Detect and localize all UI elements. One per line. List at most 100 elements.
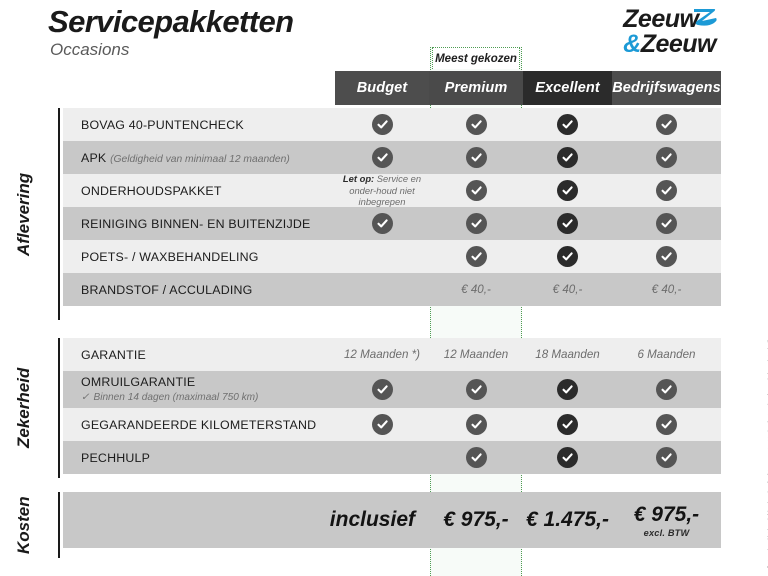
cell-apk-excellent xyxy=(523,141,612,174)
check-icon xyxy=(656,180,677,201)
rowgroup-zekerheid: GARANTIE 12 Maanden *) 12 Maanden 18 Maa… xyxy=(63,338,721,474)
table-row: GEGARANDEERDE KILOMETERSTAND xyxy=(63,408,721,441)
checkmark-icon: ✓ xyxy=(81,391,90,403)
check-icon xyxy=(465,213,487,234)
title-block: Servicepakketten Occasions xyxy=(48,4,294,60)
row-label-pechhulp: PECHHULP xyxy=(81,450,151,465)
cell-pechhulp-bedrijfswagens xyxy=(612,441,721,474)
cell-reiniging-excellent xyxy=(523,207,612,240)
price-budget: inclusief xyxy=(329,508,415,531)
row-subnote-omruilgarantie: ✓ Binnen 14 dagen (maximaal 750 km) xyxy=(81,392,258,405)
check-icon xyxy=(465,180,487,201)
cell-garantie-premium: 12 Maanden xyxy=(443,348,509,361)
cell-apk-premium xyxy=(429,141,523,174)
cell-brandstof-premium: € 40,- xyxy=(461,283,491,296)
cell-onderhoud-bedrijfswagens xyxy=(612,174,721,207)
cell-kilometerstand-premium xyxy=(429,408,523,441)
check-icon xyxy=(557,147,578,168)
row-note-apk: (Geldigheid van minimaal 12 maanden) xyxy=(110,153,290,165)
cell-kilometerstand-bedrijfswagens xyxy=(612,408,721,441)
budget-note-onderhoud-text: Service en onder-houd niet inbegrepen xyxy=(349,173,422,208)
row-label-garantie: GARANTIE xyxy=(81,347,146,362)
price-premium: € 975,- xyxy=(429,492,523,548)
cell-kilometerstand-excellent xyxy=(523,408,612,441)
cell-onderhoud-excellent xyxy=(523,174,612,207)
table-row: PECHHULP xyxy=(63,441,721,474)
cell-bovag-bedrijfswagens xyxy=(612,108,721,141)
cell-garantie-budget: 12 Maanden *) xyxy=(343,348,421,361)
check-icon xyxy=(557,213,578,234)
zeeuw-en-zeeuw-logo: Zeeuw &Zeeuw xyxy=(623,5,717,57)
logo-swoosh-icon xyxy=(694,9,717,26)
cell-onderhoud-premium xyxy=(429,174,523,207)
cell-bovag-excellent xyxy=(523,108,612,141)
table-row: REINIGING BINNEN- EN BUITENZIJDE xyxy=(63,207,721,240)
logo-text-zeeuw-1: Zeeuw xyxy=(623,5,699,33)
row-label-bovag: BOVAG 40-PUNTENCHECK xyxy=(81,117,244,132)
price-bedrijfswagens-value: € 975,- xyxy=(633,502,700,526)
rowgroup-aflevering: BOVAG 40-PUNTENCHECK APK (Geldigh xyxy=(63,108,721,306)
cell-pechhulp-excellent xyxy=(523,441,612,474)
cell-poets-budget xyxy=(335,240,429,273)
section-label-kosten: Kosten xyxy=(14,496,33,554)
comparison-table: Meest gekozen Budget Premium Excellent B… xyxy=(63,0,721,576)
cell-poets-bedrijfswagens xyxy=(612,240,721,273)
row-label-apk-text: APK xyxy=(81,150,107,165)
price-excellent-value: € 1.475,- xyxy=(526,508,609,531)
cell-pechhulp-premium xyxy=(429,441,523,474)
page-subtitle: Occasions xyxy=(50,39,130,59)
page-title: Servicepakketten xyxy=(48,4,294,39)
check-icon xyxy=(656,114,677,135)
most-chosen-badge: Meest gekozen xyxy=(432,47,520,69)
budget-note-onderhoud: Let op: Service en onder-houd niet inbeg… xyxy=(335,173,429,207)
table-row: ONDERHOUDSPAKKET Let op: Service en onde… xyxy=(63,173,721,207)
section-divider-kosten xyxy=(58,492,60,558)
price-bedrijfswagens: € 975,- excl. BTW xyxy=(612,492,721,548)
cell-reiniging-bedrijfswagens xyxy=(612,207,721,240)
section-divider-aflevering xyxy=(58,108,60,320)
column-header-premium[interactable]: Premium xyxy=(429,71,523,105)
cell-bovag-premium xyxy=(429,108,523,141)
cell-apk-budget xyxy=(335,141,429,174)
cell-garantie-bedrijfswagens: 6 Maanden xyxy=(637,348,696,361)
row-label-omruilgarantie: OMRUILGARANTIE ✓ Binnen 14 dagen (maximaa… xyxy=(81,374,258,404)
cell-bovag-budget xyxy=(335,108,429,141)
row-label-onderhoudspakket: ONDERHOUDSPAKKET xyxy=(81,183,222,198)
row-label-poets: POETS- / WAXBEHANDELING xyxy=(81,249,259,264)
check-icon xyxy=(656,447,677,468)
check-icon xyxy=(371,147,393,168)
check-icon xyxy=(656,414,677,435)
cell-apk-bedrijfswagens xyxy=(612,141,721,174)
check-icon xyxy=(465,414,487,435)
row-subnote-omruilgarantie-text: Binnen 14 dagen (maximaal 750 km) xyxy=(93,391,259,403)
row-label-brandstof: BRANDSTOF / ACCULADING xyxy=(81,282,253,297)
table-row: GARANTIE 12 Maanden *) 12 Maanden 18 Maa… xyxy=(63,338,721,371)
check-icon xyxy=(371,213,393,234)
check-icon xyxy=(371,414,393,435)
row-label-reiniging: REINIGING BINNEN- EN BUITENZIJDE xyxy=(81,216,311,231)
check-icon xyxy=(465,147,487,168)
check-icon xyxy=(557,414,578,435)
row-label-kilometerstand: GEGARANDEERDE KILOMETERSTAND xyxy=(81,417,317,432)
table-row: POETS- / WAXBEHANDELING xyxy=(63,240,721,273)
check-icon xyxy=(656,147,677,168)
cell-onderhoud-budget: Let op: Service en onder-houd niet inbeg… xyxy=(335,173,429,207)
cell-kilometerstand-budget xyxy=(335,408,429,441)
check-icon xyxy=(557,180,578,201)
cell-poets-excellent xyxy=(523,240,612,273)
cell-reiniging-premium xyxy=(429,207,523,240)
logo-line-1: Zeeuw xyxy=(623,5,717,33)
check-icon xyxy=(465,246,487,267)
check-icon xyxy=(656,213,677,234)
column-header-bedrijfswagens[interactable]: Bedrijfswagens xyxy=(612,71,721,105)
check-icon xyxy=(371,379,393,400)
row-label-apk: APK (Geldigheid van minimaal 12 maanden) xyxy=(81,151,290,165)
price-bedrijfswagens-note: excl. BTW xyxy=(643,527,690,538)
rowgroup-kosten: inclusief € 975,- € 1.475,- € 975,- excl… xyxy=(63,492,721,548)
column-header-budget[interactable]: Budget xyxy=(335,71,429,105)
column-header-excellent[interactable]: Excellent xyxy=(523,71,612,105)
cell-omruil-budget xyxy=(335,371,429,408)
cell-brandstof-excellent: € 40,- xyxy=(552,283,583,296)
budget-note-onderhoud-bold: Let op: xyxy=(342,173,375,185)
